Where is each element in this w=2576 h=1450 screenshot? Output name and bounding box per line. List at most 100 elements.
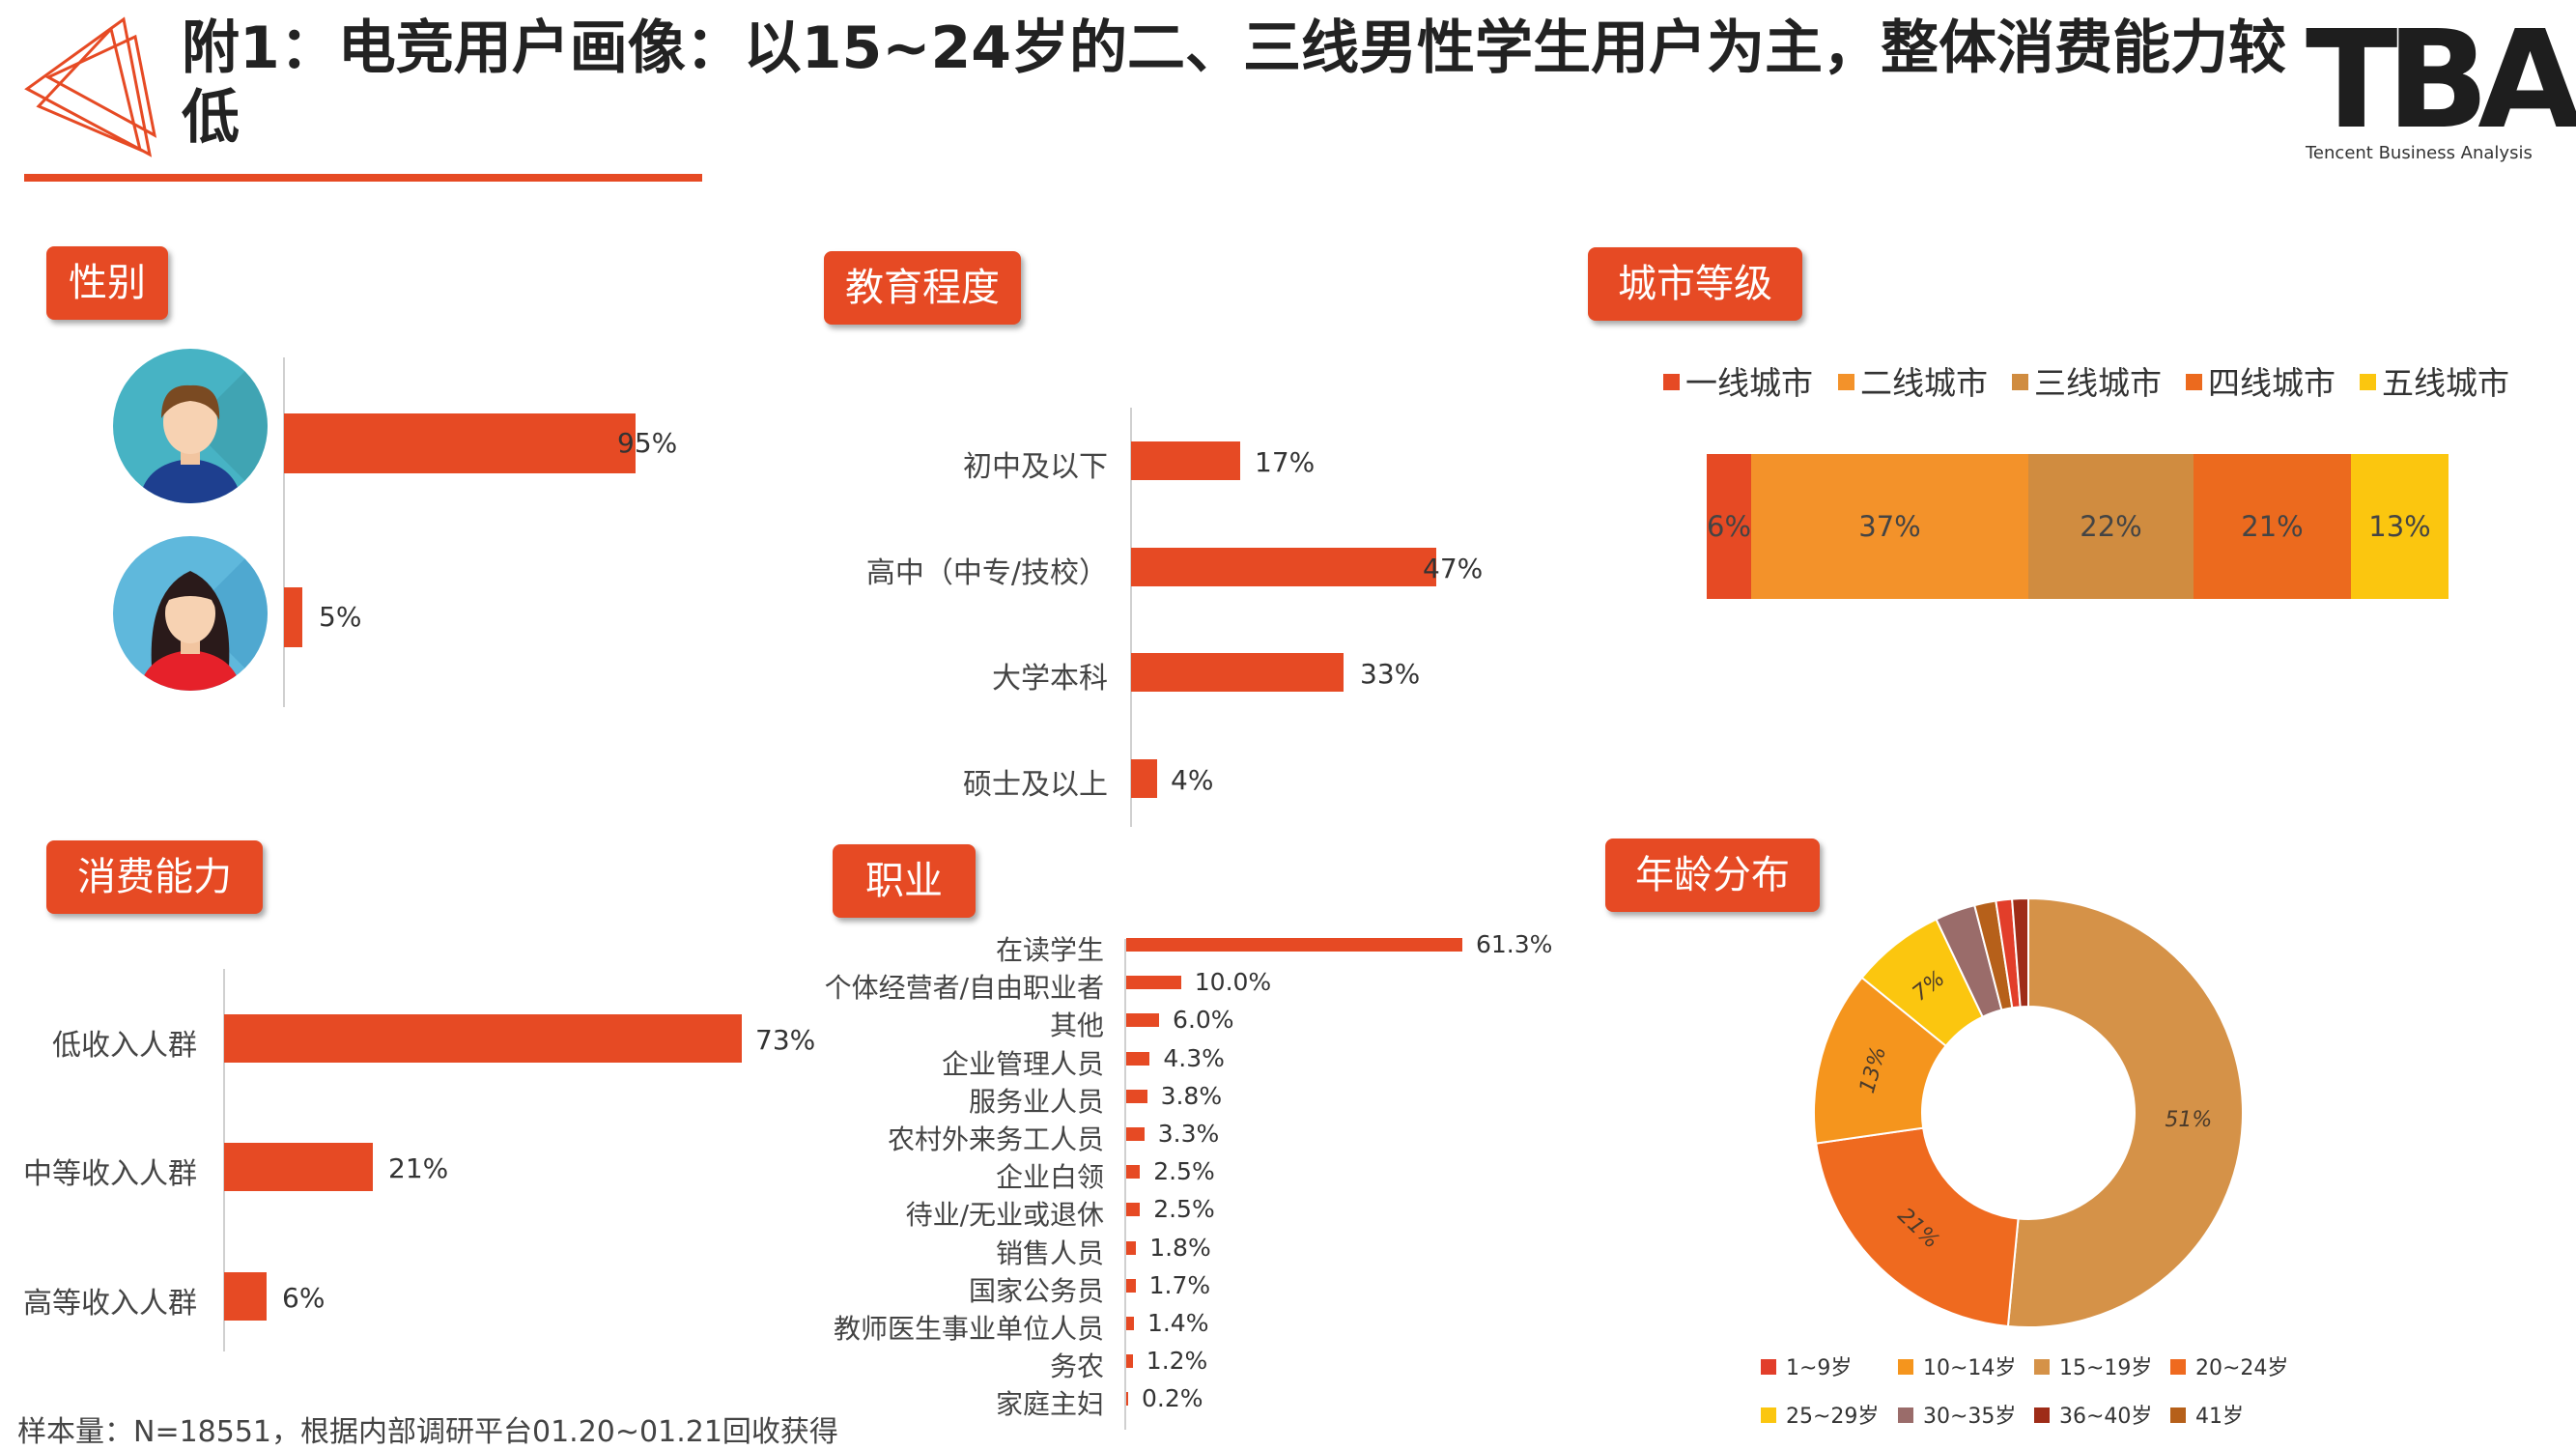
occupation-category-label: 家庭主妇 xyxy=(995,1388,1104,1421)
occupation-category-label: 其他 xyxy=(1049,1009,1104,1042)
legend-swatch xyxy=(1761,1359,1776,1375)
legend-label: 四线城市 xyxy=(2208,364,2335,402)
education-bar xyxy=(1131,653,1344,692)
tba-logo-subtitle: Tencent Business Analysis xyxy=(2306,143,2533,163)
education-category-label: 大学本科 xyxy=(992,662,1108,696)
city-segment: 6% xyxy=(1707,454,1751,599)
legend-swatch xyxy=(2186,374,2202,390)
occupation-category-label: 个体经营者/自由职业者 xyxy=(824,972,1104,1005)
income-bar xyxy=(224,1143,373,1191)
section-label-gender: 性别 xyxy=(46,246,168,320)
occupation-bar xyxy=(1126,1392,1128,1407)
age-legend-item: 20~24岁 xyxy=(2170,1350,2288,1381)
city-legend-item: 二线城市 xyxy=(1838,357,1988,404)
gender-bar-male xyxy=(284,413,636,473)
section-label-city: 城市等级 xyxy=(1588,247,1802,321)
occupation-value: 0.2% xyxy=(1142,1384,1203,1413)
legend-label: 10~14岁 xyxy=(1923,1356,2017,1380)
occupation-value: 61.3% xyxy=(1476,930,1553,958)
age-slice xyxy=(1815,1126,2020,1328)
occupation-bar xyxy=(1126,938,1462,952)
education-category-label: 高中（中专/技校） xyxy=(865,556,1108,590)
legend-swatch xyxy=(2360,374,2376,390)
age-donut-chart: 51%21%13%7% xyxy=(1813,896,2244,1328)
age-legend-item: 25~29岁 xyxy=(1761,1399,1879,1430)
occupation-category-label: 待业/无业或退休 xyxy=(905,1199,1104,1232)
gender-bar-female xyxy=(284,587,302,647)
city-segment: 21% xyxy=(2194,454,2351,599)
section-label-income: 消费能力 xyxy=(46,840,263,914)
tba-logo-mark: TBA xyxy=(2306,2,2576,159)
occupation-value: 4.3% xyxy=(1163,1043,1225,1072)
tba-logo: TBA Tencent Business Analysis xyxy=(2304,14,2576,168)
legend-swatch xyxy=(1898,1359,1913,1375)
section-label-occupation: 职业 xyxy=(833,844,976,918)
city-segment: 37% xyxy=(1751,454,2028,599)
legend-label: 25~29岁 xyxy=(1786,1405,1880,1429)
page-title: 附1：电竞用户画像：以15~24岁的二、三线男性学生用户为主，整体消费能力较低 xyxy=(182,14,2287,152)
title-underline xyxy=(24,174,702,182)
occupation-bar xyxy=(1126,1089,1147,1103)
legend-swatch xyxy=(2034,1407,2050,1423)
female-avatar-icon xyxy=(113,536,268,691)
education-category-label: 硕士及以上 xyxy=(963,768,1108,802)
legend-swatch xyxy=(1663,374,1680,390)
occupation-value: 6.0% xyxy=(1173,1006,1234,1035)
occupation-value: 3.8% xyxy=(1160,1081,1223,1110)
gender-axis xyxy=(283,357,285,707)
city-segment: 13% xyxy=(2351,454,2449,599)
city-legend-item: 四线城市 xyxy=(2186,357,2335,404)
legend-label: 36~40岁 xyxy=(2059,1405,2153,1429)
occupation-value: 2.5% xyxy=(1153,1157,1215,1186)
legend-label: 五线城市 xyxy=(2382,364,2509,402)
male-avatar-icon xyxy=(113,349,268,503)
legend-swatch xyxy=(2034,1359,2050,1375)
legend-label: 20~24岁 xyxy=(2195,1356,2289,1380)
income-bar xyxy=(224,1014,742,1063)
occupation-category-label: 教师医生事业单位人员 xyxy=(833,1313,1104,1345)
education-axis xyxy=(1130,408,1132,827)
legend-label: 二线城市 xyxy=(1860,364,1988,402)
income-value: 21% xyxy=(388,1152,449,1184)
occupation-bar xyxy=(1126,1203,1141,1217)
legend-label: 30~35岁 xyxy=(1923,1405,2017,1429)
education-value: 4% xyxy=(1171,764,1214,796)
occupation-value: 1.8% xyxy=(1149,1233,1211,1262)
occupation-category-label: 国家公务员 xyxy=(968,1274,1104,1307)
occupation-value: 2.5% xyxy=(1153,1195,1215,1224)
legend-swatch xyxy=(1898,1407,1913,1423)
legend-label: 一线城市 xyxy=(1685,364,1813,402)
age-slice-label: 51% xyxy=(2165,1108,2212,1132)
education-category-label: 初中及以下 xyxy=(963,450,1108,484)
occupation-bar xyxy=(1126,1278,1136,1293)
occupation-axis xyxy=(1124,939,1126,1430)
gender-value-male: 95% xyxy=(617,427,678,459)
income-category-label: 低收入人群 xyxy=(52,1029,197,1063)
section-label-education: 教育程度 xyxy=(824,251,1021,325)
age-legend-item: 10~14岁 xyxy=(1898,1350,2016,1381)
occupation-value: 1.2% xyxy=(1146,1347,1208,1376)
occupation-bar xyxy=(1126,1354,1133,1369)
age-legend-item: 30~35岁 xyxy=(1898,1399,2016,1430)
age-slice xyxy=(2006,896,2244,1328)
occupation-value: 3.3% xyxy=(1157,1120,1220,1148)
occupation-bar xyxy=(1126,1013,1160,1028)
footnote: 样本量：N=18551，根据内部调研平台01.20~01.21回收获得 xyxy=(17,1415,838,1449)
income-value: 6% xyxy=(282,1282,326,1314)
income-category-label: 高等收入人群 xyxy=(23,1287,197,1321)
occupation-value: 10.0% xyxy=(1194,968,1272,997)
legend-label: 三线城市 xyxy=(2034,364,2162,402)
age-legend-item: 36~40岁 xyxy=(2034,1399,2152,1430)
legend-swatch xyxy=(2170,1359,2186,1375)
occupation-bar xyxy=(1126,1051,1150,1066)
gender-value-female: 5% xyxy=(319,601,362,633)
legend-label: 1~9岁 xyxy=(1786,1356,1853,1380)
occupation-category-label: 企业白领 xyxy=(995,1161,1104,1194)
education-value: 33% xyxy=(1360,658,1421,690)
income-value: 73% xyxy=(755,1024,816,1056)
occupation-category-label: 在读学生 xyxy=(995,934,1104,966)
occupation-value: 1.7% xyxy=(1148,1270,1211,1299)
triangle-logo-icon xyxy=(24,16,157,157)
city-legend-item: 三线城市 xyxy=(2012,357,2162,404)
occupation-bar xyxy=(1126,1165,1141,1180)
